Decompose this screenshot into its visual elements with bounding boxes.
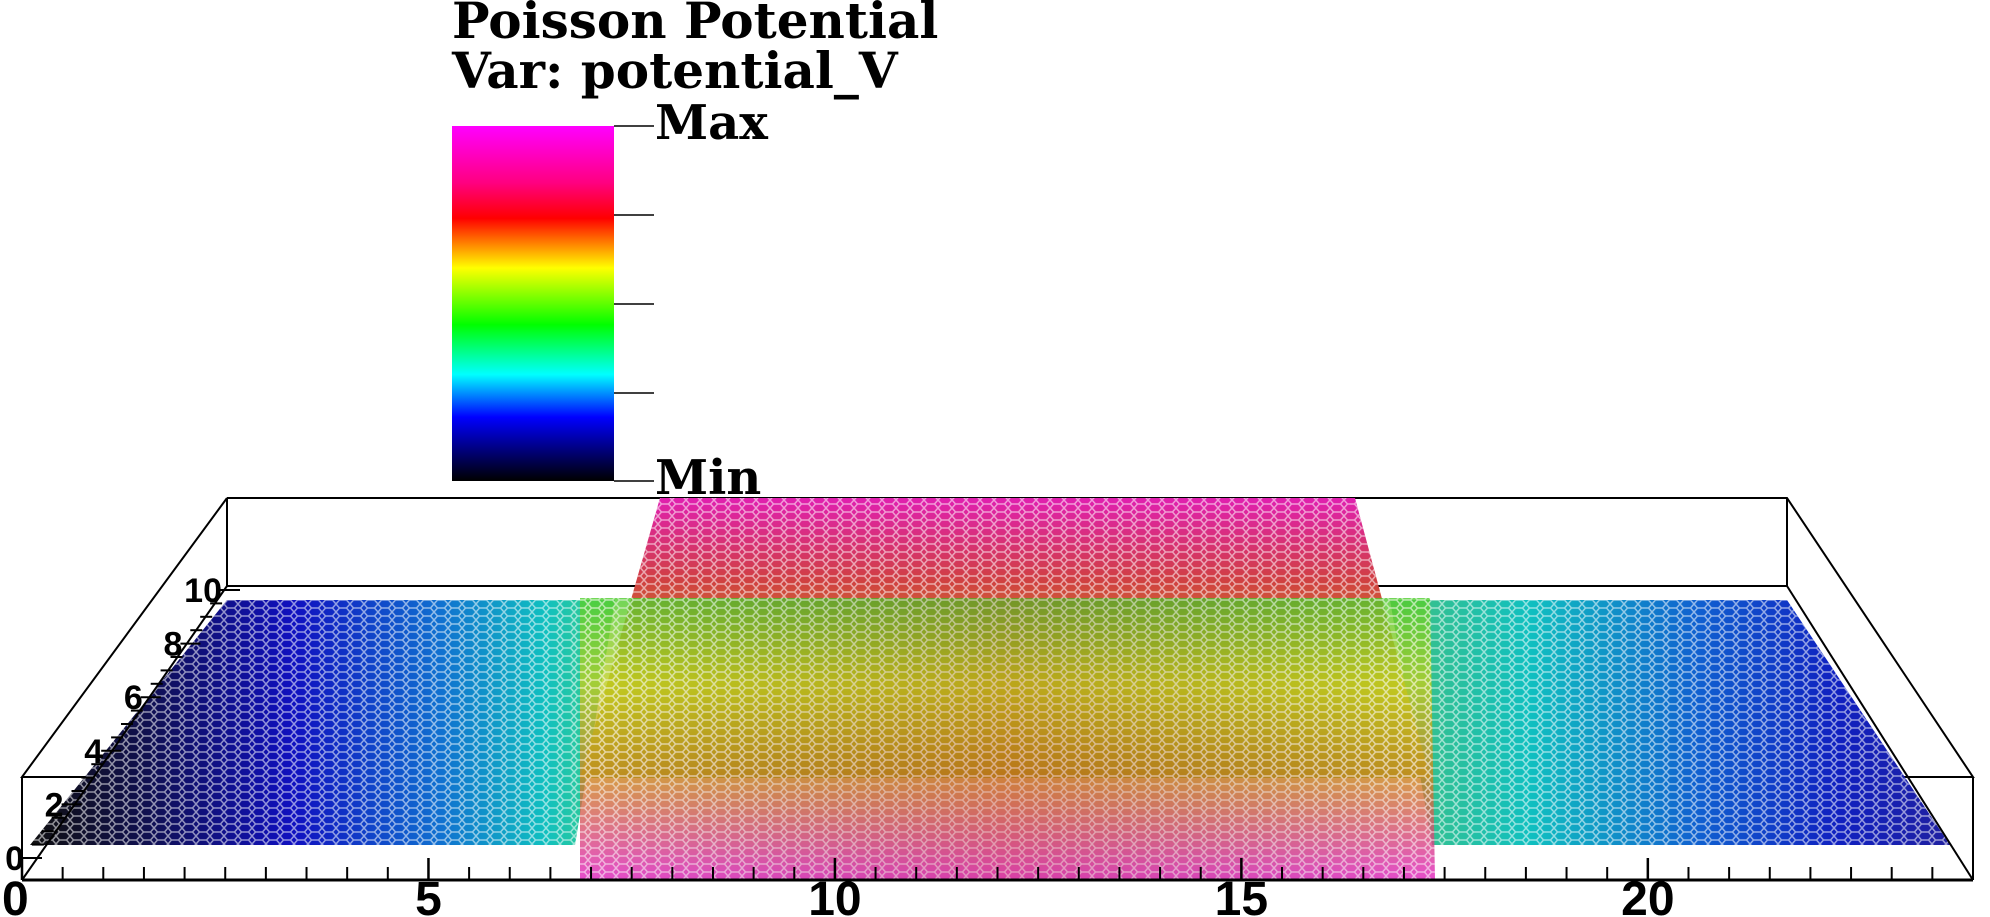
colorbar-min-label: Min (655, 450, 761, 506)
colorbar: Max Min (452, 95, 768, 506)
sheet-right-lead (1390, 600, 1950, 845)
x-axis-ticks: 0 5 10 15 20 (2, 858, 1974, 917)
x-tick-label: 5 (415, 873, 442, 917)
y-tick-label: 10 (184, 572, 222, 610)
colorbar-gradient (452, 126, 614, 481)
y-tick-label: 2 (45, 786, 64, 824)
colorbar-max-label: Max (655, 95, 768, 151)
y-tick-label: 8 (163, 626, 182, 664)
sheet-left-lead (30, 600, 615, 845)
x-tick-label: 10 (808, 873, 861, 917)
plot-title: Poisson Potential (452, 0, 938, 50)
y-tick-label: 0 (5, 840, 24, 878)
variable-label: Var: potential_V (451, 41, 899, 100)
box-right-bottom-edge (1786, 585, 1974, 881)
x-tick-label: 20 (1621, 873, 1674, 917)
x-tick-label: 15 (1215, 873, 1268, 917)
y-tick-label: 4 (84, 733, 103, 771)
x-tick-label: 0 (2, 873, 29, 917)
sheet-device (580, 498, 1435, 880)
y-tick-label: 6 (124, 679, 143, 717)
box-left-bottom-edge (21, 585, 228, 881)
